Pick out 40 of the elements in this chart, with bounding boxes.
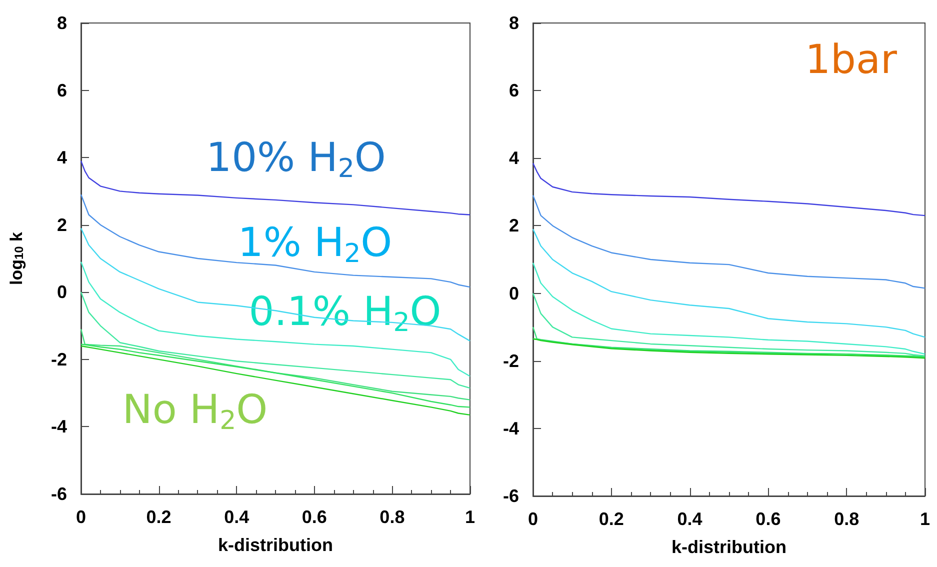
y-tick-label: 4 <box>508 148 519 168</box>
x-tick-label: 0 <box>528 509 538 529</box>
y-tick-label: -2 <box>502 350 519 371</box>
x-tick-label: 0.6 <box>302 507 327 527</box>
x-tick-label: 0.4 <box>677 509 702 529</box>
y-tick-label: 0 <box>56 282 67 302</box>
y-tick-label: -2 <box>50 349 67 370</box>
y-tick-label: 2 <box>508 216 519 236</box>
x-tick-label: 0.6 <box>756 509 781 529</box>
y-tick-label: -6 <box>502 486 519 506</box>
line-series <box>80 194 471 288</box>
y-tick-label: -4 <box>502 418 519 438</box>
line-series <box>532 292 926 356</box>
line-series <box>532 262 926 355</box>
x-tick-label: 0.8 <box>834 509 860 529</box>
y-tick-label: -6 <box>50 484 67 504</box>
line-series <box>532 194 926 289</box>
line-series <box>532 228 926 338</box>
line-series <box>80 228 471 342</box>
y-tick-label: -4 <box>50 416 67 437</box>
x-axis-title: k-distribution <box>672 537 786 557</box>
x-tick-label: 0.8 <box>380 507 405 527</box>
y-tick-label: 6 <box>508 80 519 101</box>
x-tick-label: 0.4 <box>224 507 250 527</box>
x-axis-title: k-distribution <box>218 535 333 555</box>
x-tick-label: 0.2 <box>146 507 172 527</box>
line-series <box>80 261 471 377</box>
line-series <box>532 162 926 216</box>
y-tick-label: 6 <box>56 80 67 100</box>
y-tick-label: 2 <box>56 214 67 235</box>
annotation: 1bar <box>805 37 898 83</box>
y-tick-label: 8 <box>56 13 67 33</box>
y-tick-label: 8 <box>508 13 519 33</box>
x-tick-label: 0.2 <box>598 509 624 529</box>
x-tick-label: 0 <box>76 507 86 527</box>
x-tick-label: 1 <box>464 507 476 527</box>
y-tick-label: 0 <box>508 283 519 304</box>
y-tick-label: 4 <box>56 148 67 168</box>
y-axis-title: log10 k <box>7 231 26 286</box>
x-tick-label: 1 <box>920 509 930 529</box>
